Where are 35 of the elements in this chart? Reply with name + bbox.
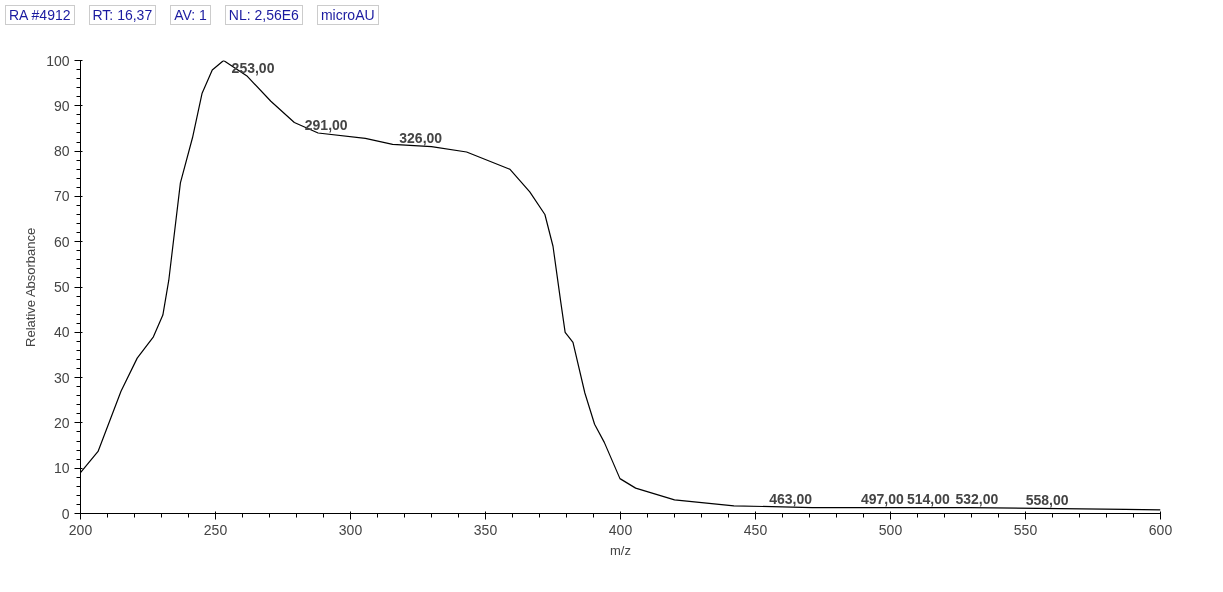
y-tick-label: 60 — [53, 233, 70, 250]
x-axis-title: m/z — [610, 542, 631, 558]
y-tick-label: 10 — [53, 460, 70, 477]
x-tick-label: 350 — [473, 521, 498, 538]
y-tick-label: 40 — [53, 324, 70, 341]
text: RA #4912 — [5, 5, 75, 25]
annotation: 253,00 — [231, 59, 275, 76]
y-tick-label: 0 — [61, 505, 70, 522]
annotation: 291,00 — [304, 117, 348, 134]
x-tick-label: 300 — [338, 521, 363, 538]
y-tick-label: 20 — [53, 415, 70, 432]
text: RT: 16,37 — [88, 5, 157, 25]
x-tick-label: 250 — [203, 521, 228, 538]
y-tick-label: 80 — [53, 143, 70, 160]
y-axis-title: Relative Absorbance — [23, 227, 39, 348]
y-tick-label: 70 — [53, 188, 70, 205]
annotation: 514,00 — [906, 490, 950, 507]
annotation: 532,00 — [955, 491, 999, 508]
x-tick-label: 450 — [743, 521, 768, 538]
x-tick-label: 200 — [68, 521, 93, 538]
x-tick-label: 400 — [608, 521, 633, 538]
y-tick-label: 100 — [46, 52, 70, 69]
text: microAU — [316, 5, 379, 25]
text: NL: 2,56E6 — [224, 5, 303, 25]
y-tick-label: 50 — [53, 279, 70, 296]
y-tick-label: 90 — [53, 97, 70, 114]
annotation: 558,00 — [1025, 492, 1069, 509]
x-tick-label: 500 — [878, 521, 903, 538]
x-tick-label: 600 — [1148, 521, 1173, 538]
x-tick-label: 550 — [1013, 521, 1038, 538]
text: AV: 1 — [170, 5, 211, 25]
annotation: 497,00 — [860, 490, 905, 507]
annotation: 463,00 — [769, 490, 813, 507]
annotation: 326,00 — [399, 129, 443, 146]
y-tick-label: 30 — [53, 369, 70, 386]
